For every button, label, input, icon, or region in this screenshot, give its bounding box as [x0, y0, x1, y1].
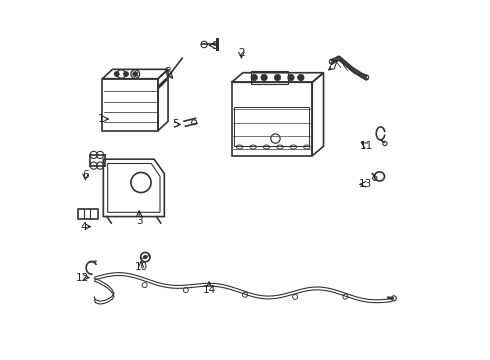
Text: 12: 12 — [76, 273, 90, 283]
Text: 1: 1 — [98, 114, 105, 124]
Text: 9: 9 — [211, 41, 218, 50]
Text: 11: 11 — [360, 141, 373, 151]
Text: 3: 3 — [136, 216, 143, 226]
Circle shape — [297, 74, 304, 81]
Circle shape — [261, 74, 268, 81]
Text: 2: 2 — [238, 48, 245, 58]
Text: 13: 13 — [359, 179, 372, 189]
Circle shape — [144, 255, 147, 259]
Text: 10: 10 — [134, 262, 147, 272]
Circle shape — [288, 74, 294, 81]
Text: 7: 7 — [331, 60, 338, 70]
Circle shape — [123, 72, 128, 77]
Circle shape — [133, 72, 138, 77]
Text: 14: 14 — [202, 285, 216, 296]
Circle shape — [251, 74, 257, 81]
Text: 8: 8 — [165, 67, 171, 77]
Text: 6: 6 — [82, 170, 89, 180]
Text: 4: 4 — [80, 222, 87, 231]
Circle shape — [114, 72, 119, 77]
Circle shape — [274, 74, 281, 81]
Text: 5: 5 — [172, 120, 178, 129]
